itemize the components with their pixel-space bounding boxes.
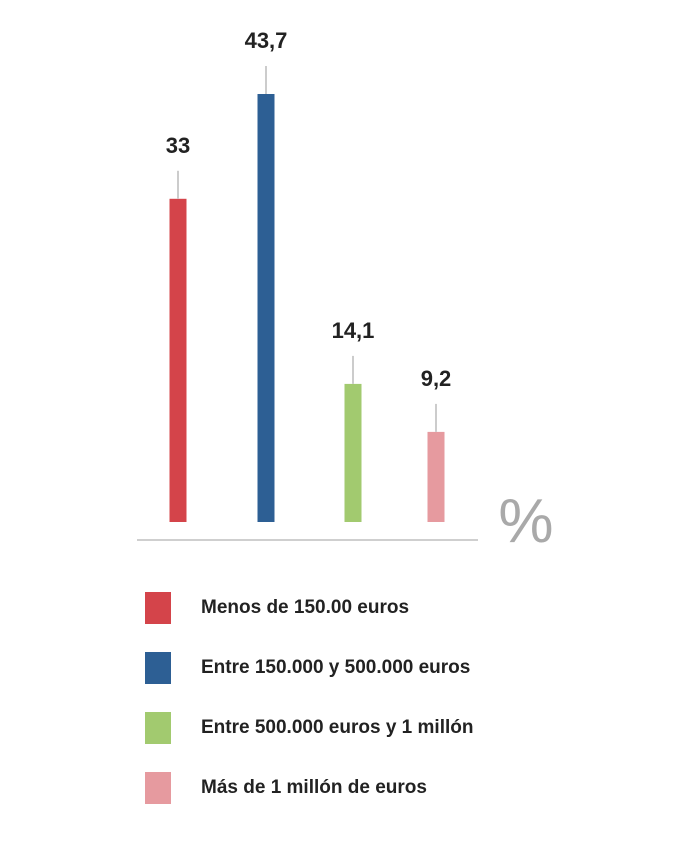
bar bbox=[257, 94, 275, 522]
bars-group: 33 43,7 14,1 9,2 bbox=[166, 28, 452, 523]
legend-swatch bbox=[145, 652, 171, 684]
value-label: 14,1 bbox=[332, 318, 375, 343]
legend-item: Más de 1 millón de euros bbox=[145, 758, 473, 818]
legend-label: Entre 500.000 euros y 1 millón bbox=[201, 717, 474, 738]
value-label: 33 bbox=[166, 133, 190, 158]
legend-item: Entre 500.000 euros y 1 millón bbox=[145, 698, 473, 758]
bar bbox=[169, 198, 187, 523]
legend: Menos de 150.00 euros Entre 150.000 y 50… bbox=[145, 578, 473, 818]
unit-label: % bbox=[498, 487, 553, 556]
value-label: 9,2 bbox=[421, 366, 452, 391]
bar bbox=[344, 383, 362, 522]
legend-swatch bbox=[145, 592, 171, 624]
legend-label: Menos de 150.00 euros bbox=[201, 597, 410, 618]
legend-label: Entre 150.000 y 500.000 euros bbox=[201, 657, 471, 678]
legend-swatch bbox=[145, 712, 171, 744]
bar bbox=[427, 431, 445, 522]
value-label: 43,7 bbox=[245, 28, 288, 53]
legend-item: Menos de 150.00 euros bbox=[145, 578, 473, 638]
legend-swatch bbox=[145, 772, 171, 804]
legend-item: Entre 150.000 y 500.000 euros bbox=[145, 638, 473, 698]
legend-label: Más de 1 millón de euros bbox=[201, 777, 427, 798]
bar-chart: 33 43,7 14,1 9,2 % bbox=[137, 28, 554, 556]
